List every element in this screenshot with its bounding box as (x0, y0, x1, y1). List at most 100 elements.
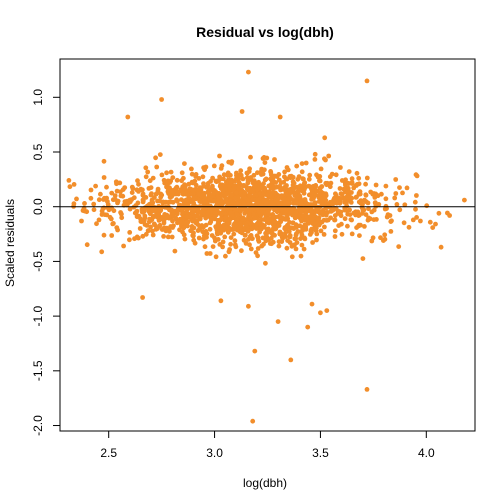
data-point (126, 237, 132, 243)
data-point (354, 170, 360, 176)
data-point (311, 221, 316, 227)
data-point (413, 172, 419, 178)
data-point (270, 213, 276, 219)
data-point (378, 235, 383, 241)
data-point (349, 176, 355, 182)
data-point (240, 176, 246, 182)
data-point (339, 191, 345, 197)
data-point (179, 170, 185, 176)
data-point (309, 186, 315, 192)
data-point (324, 308, 330, 313)
data-point (170, 225, 176, 230)
data-point (196, 235, 202, 241)
data-point (148, 185, 154, 191)
data-point (261, 241, 266, 247)
data-point (337, 198, 343, 204)
data-point (394, 202, 400, 207)
data-point (111, 208, 117, 214)
data-point (397, 207, 403, 213)
data-point (198, 209, 204, 215)
data-point (332, 228, 338, 234)
data-point (272, 157, 277, 162)
data-point (364, 78, 370, 84)
data-point (223, 215, 228, 220)
data-point (196, 191, 202, 197)
data-point (363, 192, 369, 198)
data-point (309, 210, 314, 216)
data-point (228, 210, 233, 215)
data-point (270, 190, 275, 196)
data-point (190, 187, 196, 193)
data-point (358, 198, 364, 204)
data-point (201, 229, 207, 235)
data-point (388, 219, 394, 225)
data-point (266, 183, 272, 189)
data-point (261, 155, 267, 160)
data-point (221, 207, 227, 212)
data-point (276, 202, 282, 208)
data-point (322, 156, 327, 162)
data-point (169, 194, 175, 200)
data-point (166, 214, 172, 220)
data-point (181, 225, 187, 231)
data-point (342, 216, 348, 222)
data-point (436, 210, 442, 216)
data-point (215, 217, 221, 223)
data-point (289, 243, 295, 249)
data-point (181, 186, 187, 192)
data-point (250, 418, 256, 424)
data-point (322, 224, 327, 230)
data-point (148, 224, 154, 230)
data-point (251, 211, 256, 217)
data-point (140, 187, 145, 193)
data-point (143, 165, 149, 171)
data-point (202, 200, 207, 206)
data-point (234, 200, 240, 206)
data-point (164, 170, 170, 176)
data-point (248, 233, 254, 238)
data-point (368, 189, 374, 195)
data-point (154, 164, 160, 170)
data-point (172, 248, 178, 254)
data-point (94, 221, 99, 227)
data-point (262, 223, 267, 229)
data-point (418, 218, 423, 224)
data-point (358, 222, 363, 228)
data-point (345, 211, 351, 217)
data-point (272, 225, 278, 230)
data-point (175, 189, 181, 195)
data-point (218, 182, 223, 188)
data-point (360, 256, 366, 261)
data-point (293, 222, 299, 228)
data-point (364, 387, 370, 392)
data-point (299, 232, 305, 238)
data-point (207, 251, 213, 256)
data-point (141, 208, 147, 214)
data-point (228, 241, 234, 247)
data-point (155, 226, 160, 231)
data-point (146, 219, 152, 225)
data-point (260, 235, 266, 241)
data-point (159, 97, 165, 102)
data-point (388, 229, 394, 234)
data-point (254, 221, 260, 227)
x-tick-label: 3.5 (312, 446, 329, 460)
data-point (253, 183, 259, 189)
data-point (285, 213, 290, 218)
data-point (79, 218, 84, 224)
data-point (157, 152, 163, 158)
data-point (342, 199, 347, 205)
data-point (298, 253, 304, 259)
data-point (393, 177, 399, 182)
y-tick-label: 0.0 (31, 198, 45, 215)
data-point (331, 199, 337, 205)
data-point (165, 234, 171, 240)
data-point (309, 190, 315, 196)
data-point (145, 169, 151, 175)
data-point (132, 236, 137, 242)
data-point (275, 319, 281, 324)
data-point (333, 193, 339, 198)
data-point (224, 191, 230, 197)
data-point (312, 151, 318, 157)
y-tick-label: -1.5 (31, 360, 45, 381)
